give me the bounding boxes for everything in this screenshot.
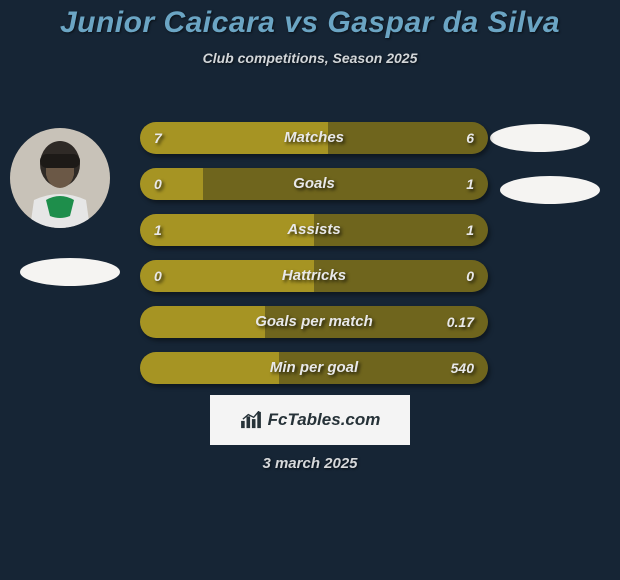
stat-label: Assists [140,214,488,246]
fctables-label: FcTables.com [268,410,381,430]
stat-left-value: 0 [154,168,162,200]
stat-label: Goals per match [140,306,488,338]
stat-row-hattricks: Hattricks0 0 [140,260,488,292]
stat-row-goals: Goals0 1 [140,168,488,200]
stat-bars-container: Matches76Goals01Assists11Hattricks00Goal… [140,122,488,398]
stat-left-value: 1 [154,214,162,246]
stat-label: Min per goal [140,352,488,384]
stat-row-assists: Assists1 1 [140,214,488,246]
stat-label: Hattricks [140,260,488,292]
comparison-subtitle: Club competitions, Season 2025 [0,50,620,66]
bar-chart-icon [240,411,262,429]
person-silhouette-icon [10,128,110,228]
stat-row-matches: Matches7 6 [140,122,488,154]
comparison-title: Junior Caicara vs Gaspar da Silva [0,0,620,40]
comparison-date: 3 march 2025 [0,455,620,472]
stat-label: Goals [140,168,488,200]
stat-right-value: 540 [451,352,474,384]
stat-right-value: 0.17 [447,306,474,338]
stat-left-value: 0 [154,260,162,292]
team-badge-right-2 [500,176,600,204]
stat-row-min-per-goal: Min per goal540 [140,352,488,384]
stat-right-value: 6 [466,122,474,154]
stat-label: Matches [140,122,488,154]
fctables-attribution: FcTables.com [210,395,410,445]
stat-left-value: 7 [154,122,162,154]
team-badge-right-1 [490,124,590,152]
stat-row-goals-per-match: Goals per match0.17 [140,306,488,338]
stat-right-value: 1 [466,168,474,200]
player-left-avatar [10,128,110,228]
team-badge-left [20,258,120,286]
stat-right-value: 0 [466,260,474,292]
stat-right-value: 1 [466,214,474,246]
